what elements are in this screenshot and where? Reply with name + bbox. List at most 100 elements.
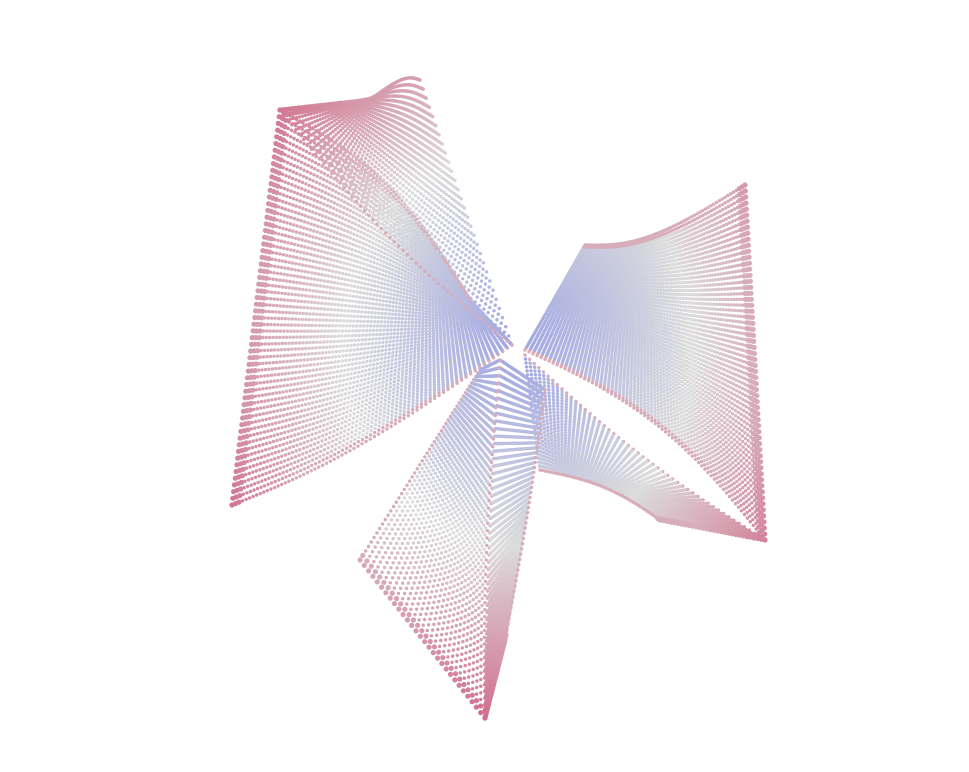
surface-point (367, 191, 371, 195)
surface-point (416, 361, 420, 365)
surface-point (354, 333, 358, 338)
surface-point (233, 468, 239, 475)
surface-point (381, 340, 385, 345)
surface-point (368, 264, 372, 268)
surface-point (278, 414, 282, 418)
surface-point (388, 262, 392, 267)
surface-point (350, 399, 354, 403)
surface-point (364, 398, 369, 402)
surface-point (242, 486, 246, 490)
surface-point (291, 143, 295, 147)
surface-point (248, 440, 252, 444)
surface-point (362, 209, 367, 213)
surface-point (306, 465, 310, 469)
surface-point (308, 390, 313, 395)
surface-point (306, 163, 310, 168)
surface-point (261, 355, 266, 359)
surface-point (328, 205, 333, 209)
surface-point (283, 481, 287, 485)
surface-point (423, 269, 427, 273)
surface-point (366, 351, 370, 355)
surface-point (300, 431, 304, 435)
surface-point (372, 227, 377, 231)
surface-point (305, 445, 309, 449)
surface-point (322, 226, 327, 231)
surface-point (262, 436, 266, 440)
surface-point (330, 217, 334, 222)
surface-point (439, 341, 443, 345)
surface-point (378, 230, 383, 235)
surface-point (300, 212, 304, 217)
surface-point (318, 176, 323, 180)
surface-point (323, 329, 327, 333)
surface-point (330, 302, 334, 306)
surface-point (402, 416, 406, 421)
surface-point (357, 305, 361, 309)
surface-point (355, 265, 359, 269)
surface-point (415, 219, 419, 224)
surface-point (359, 157, 363, 161)
surface-point (351, 237, 356, 242)
surface-point (487, 324, 491, 328)
surface-point (308, 228, 313, 232)
surface-point (305, 363, 309, 368)
surface-point (327, 355, 331, 360)
surface-point (306, 407, 311, 411)
surface-point (421, 327, 425, 331)
surface-point (280, 425, 284, 430)
surface-point (444, 364, 449, 368)
surface-point (413, 337, 417, 341)
surface-point (395, 342, 399, 347)
surface-point (418, 265, 423, 269)
surface-point (368, 268, 372, 273)
surface-point (436, 281, 441, 286)
surface-point (380, 353, 384, 357)
surface-point (414, 304, 419, 309)
surface-point (377, 184, 381, 189)
surface-point (272, 354, 276, 358)
surface-point (355, 319, 360, 323)
surface-point (271, 416, 275, 420)
surface-point (306, 276, 310, 280)
surface-point (281, 419, 285, 424)
surface-point (346, 396, 351, 400)
surface-point (441, 375, 445, 380)
surface-point (460, 224, 464, 228)
surface-point (390, 354, 395, 359)
surface-point (431, 315, 435, 320)
surface-point (244, 497, 248, 501)
surface-point (274, 366, 278, 371)
surface-point (401, 231, 405, 235)
surface-point (397, 360, 402, 364)
surface-point (301, 287, 305, 292)
surface-point (358, 265, 362, 270)
surface-point (370, 250, 374, 254)
surface-point (288, 311, 292, 315)
surface-point (395, 346, 399, 350)
surface-point (391, 343, 396, 347)
surface-point (271, 446, 275, 450)
surface-point (269, 290, 274, 294)
surface-point (282, 272, 286, 276)
surface-point (344, 212, 349, 217)
surface-point (328, 459, 332, 463)
surface-point (253, 308, 259, 314)
surface-point (370, 416, 374, 420)
surface-point (299, 436, 303, 441)
surface-point (403, 392, 407, 397)
surface-point (309, 246, 314, 251)
surface-point (420, 366, 424, 370)
surface-point (442, 248, 446, 252)
surface-point (428, 380, 432, 384)
surface-point (305, 335, 309, 339)
surface-point (324, 185, 328, 189)
surface-point (331, 212, 335, 216)
surface-point (416, 349, 421, 353)
surface-point (415, 298, 419, 302)
surface-point (331, 375, 335, 380)
surface-point (297, 293, 301, 297)
surface-point (384, 231, 388, 235)
surface-point (406, 410, 411, 414)
surface-point (270, 310, 275, 314)
